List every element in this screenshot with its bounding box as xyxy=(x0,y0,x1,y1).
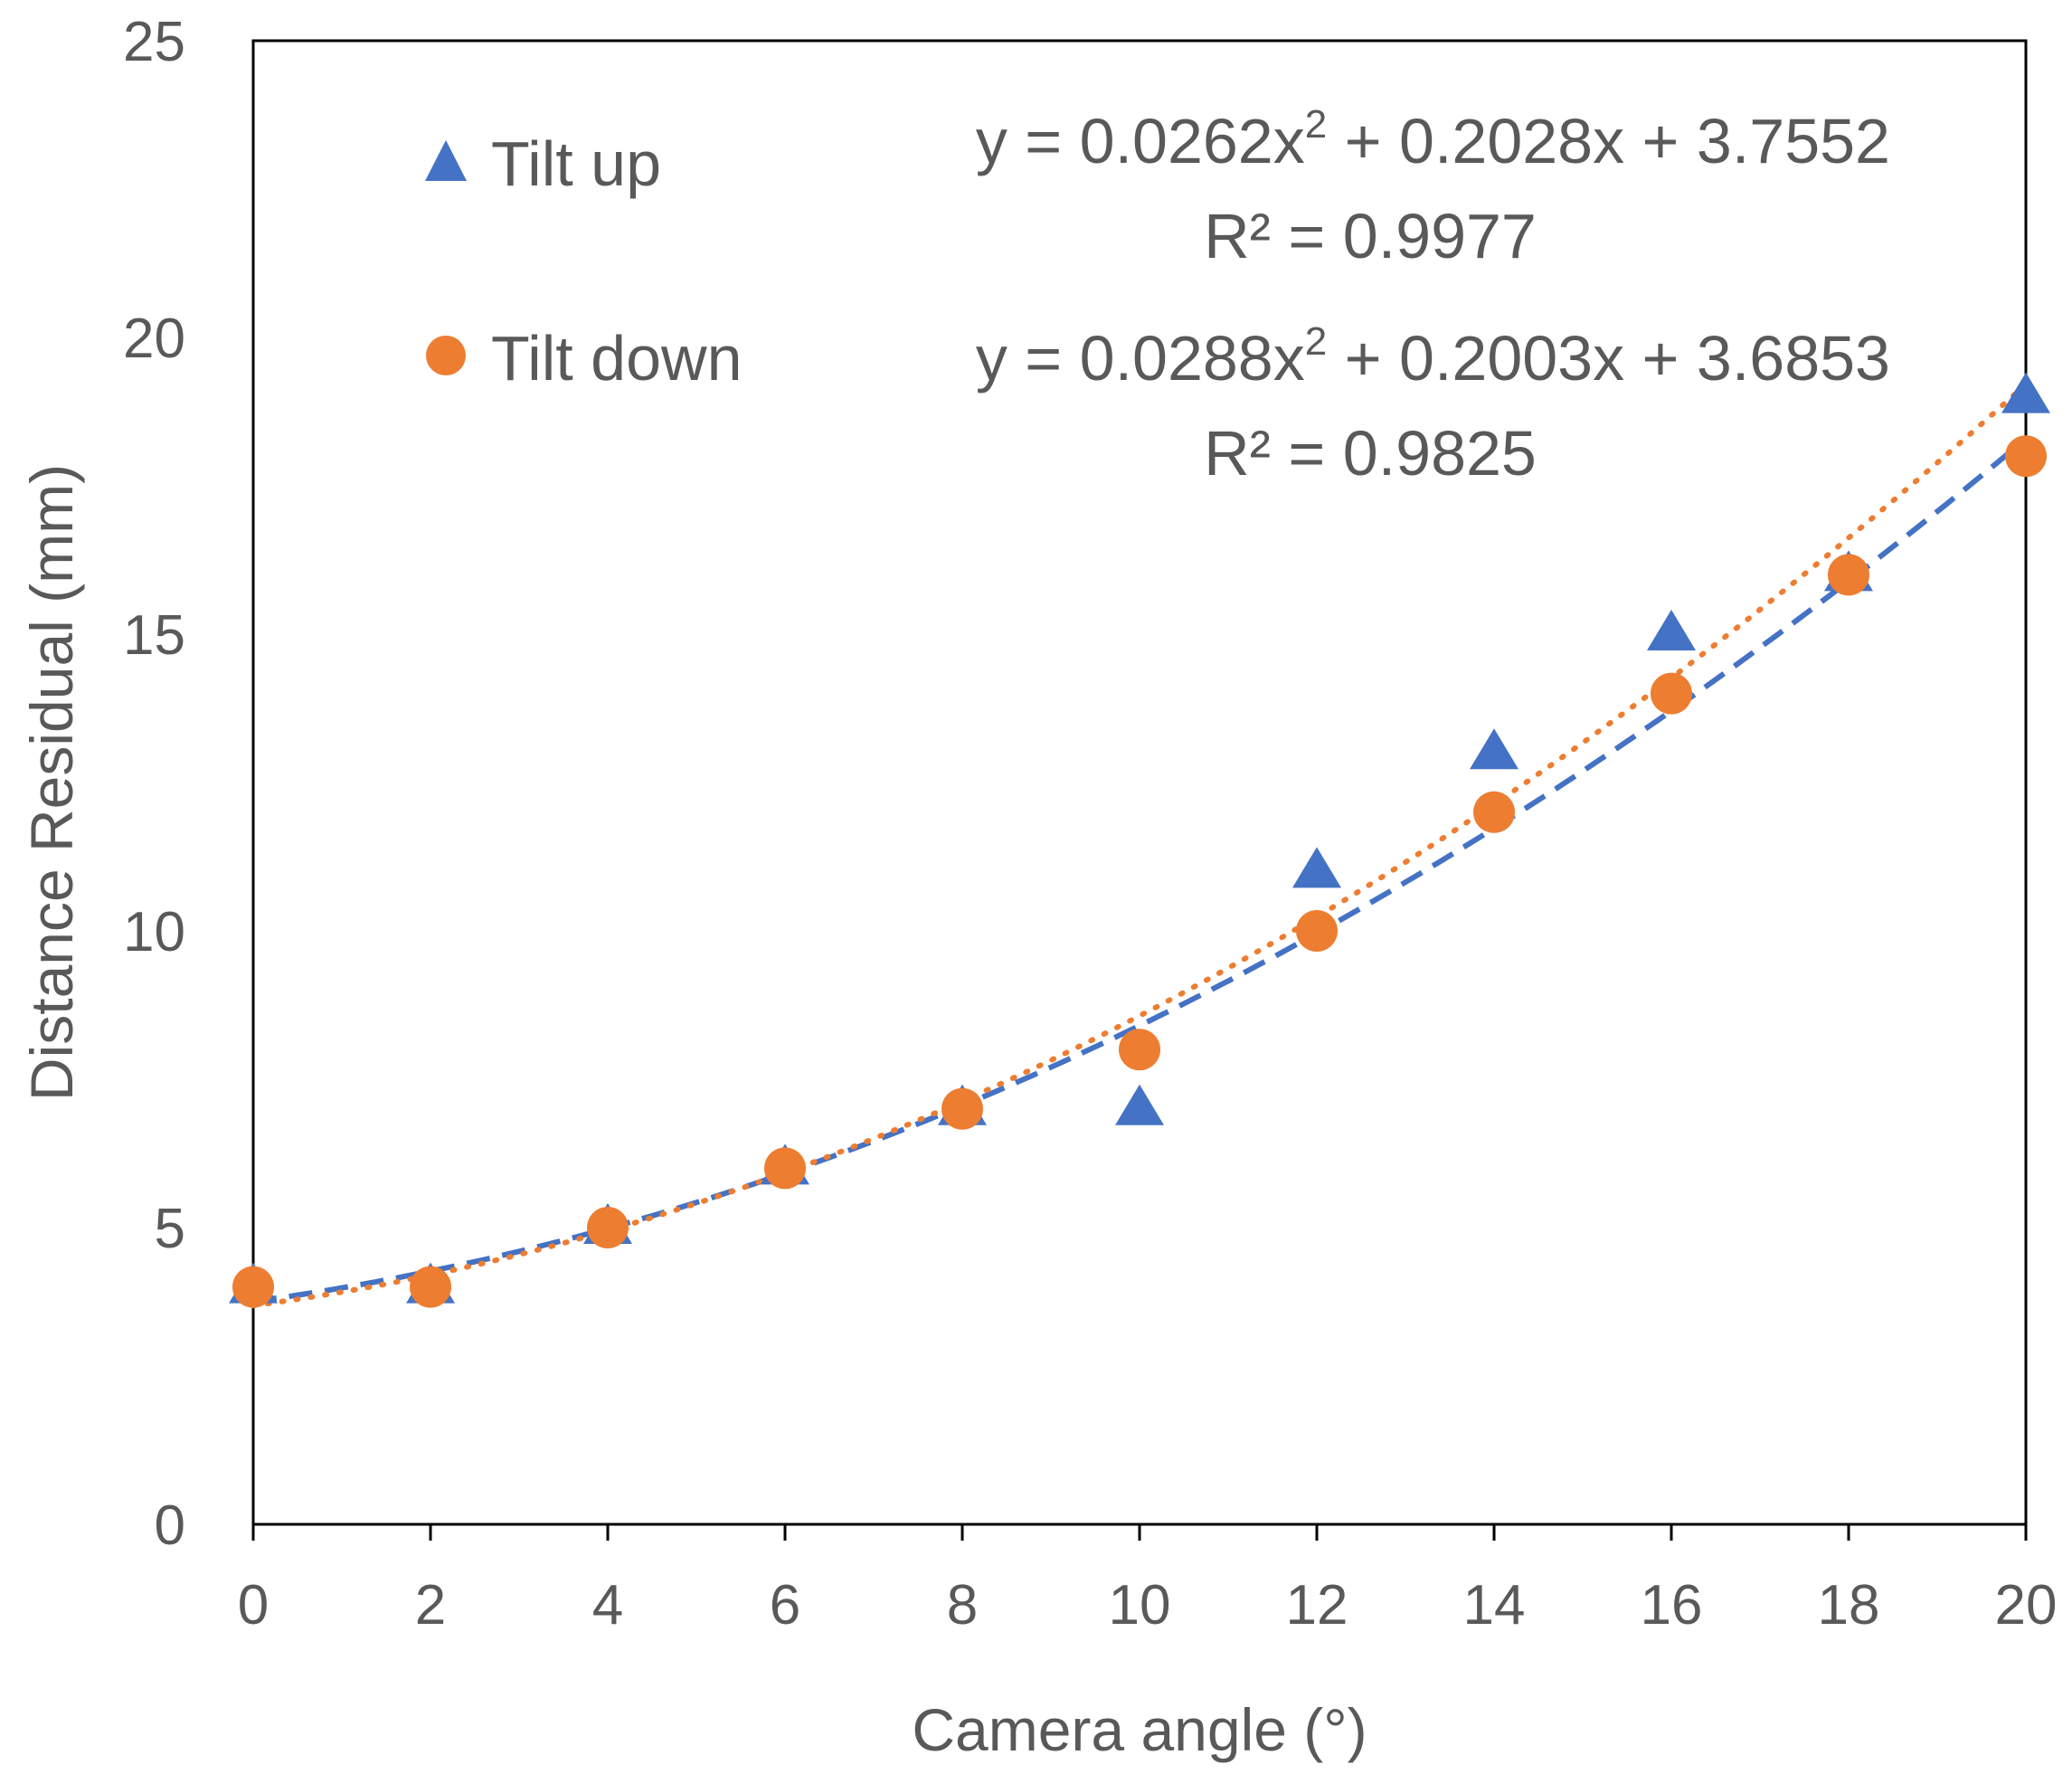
data-points xyxy=(229,372,2050,1308)
equation-tilt-up-sup: 2 xyxy=(1305,102,1327,147)
x-tick-label: 18 xyxy=(1818,1574,1880,1636)
equation-tilt-down-rest: + 0.2003x + 3.6853 xyxy=(1327,323,1890,394)
x-tick-label: 14 xyxy=(1463,1574,1526,1636)
x-tick-label: 10 xyxy=(1109,1574,1171,1636)
data-point-tilt-up xyxy=(1470,728,1519,770)
data-point-tilt-down xyxy=(1651,672,1692,715)
data-point-tilt-up xyxy=(1647,610,1696,650)
x-axis-title: Camera angle (°) xyxy=(912,1696,1367,1763)
data-point-tilt-down xyxy=(410,1266,451,1308)
equation-tilt-up: y = 0.0262x2 + 0.2028x + 3.7552 xyxy=(976,102,1890,176)
x-tick-label: 16 xyxy=(1641,1574,1703,1636)
data-point-tilt-up xyxy=(1115,1084,1164,1125)
data-point-tilt-down xyxy=(232,1266,274,1308)
r2-tilt-up: R² = 0.9977 xyxy=(1204,201,1537,271)
y-tick-label: 15 xyxy=(123,604,185,667)
legend-marker-tilt-down xyxy=(426,336,466,375)
data-point-tilt-up xyxy=(1292,847,1341,888)
data-point-tilt-down xyxy=(2005,435,2047,478)
legend: Tilt up Tilt down xyxy=(425,128,743,394)
data-point-tilt-down xyxy=(764,1147,806,1190)
x-axis-ticks: 0 2 4 6 8 10 12 14 16 18 20 xyxy=(238,1524,2058,1636)
data-point-tilt-down xyxy=(941,1087,983,1130)
trendline-equations: y = 0.0262x2 + 0.2028x + 3.7552 R² = 0.9… xyxy=(976,102,1890,489)
data-point-tilt-down xyxy=(587,1207,629,1248)
y-axis-ticks: 0 5 10 15 20 25 xyxy=(123,11,185,1557)
x-tick-label: 6 xyxy=(770,1574,800,1636)
y-tick-label: 20 xyxy=(123,308,185,370)
x-tick-label: 8 xyxy=(947,1574,978,1636)
equation-tilt-up-rest: + 0.2028x + 3.7552 xyxy=(1327,106,1890,176)
data-point-tilt-down xyxy=(1828,554,1869,596)
data-point-tilt-down xyxy=(1296,910,1338,952)
data-point-tilt-down xyxy=(1119,1029,1160,1071)
equation-tilt-down-sup: 2 xyxy=(1305,319,1327,364)
trendline-tilt-down xyxy=(251,381,2029,1309)
trendline-tilt-up xyxy=(252,436,2028,1304)
equation-tilt-down: y = 0.0288x2 + 0.2003x + 3.6853 xyxy=(976,319,1890,394)
y-tick-label: 0 xyxy=(155,1494,185,1557)
legend-label-tilt-up: Tilt up xyxy=(491,128,661,199)
trendlines xyxy=(251,381,2029,1309)
y-tick-label: 5 xyxy=(155,1198,185,1260)
y-axis-title: Distance Residual (mm) xyxy=(18,464,85,1101)
plot-frame xyxy=(251,39,2028,1526)
x-tick-label: 4 xyxy=(592,1574,623,1636)
legend-label-tilt-down: Tilt down xyxy=(491,323,743,394)
x-tick-label: 12 xyxy=(1286,1574,1348,1636)
x-tick-label: 20 xyxy=(1995,1574,2058,1636)
r2-tilt-down: R² = 0.9825 xyxy=(1204,418,1537,489)
legend-marker-tilt-up xyxy=(425,140,467,181)
x-tick-label: 2 xyxy=(415,1574,446,1636)
data-point-tilt-down xyxy=(1473,791,1515,833)
equation-tilt-down-main: y = 0.0288x xyxy=(976,323,1305,394)
equation-tilt-up-main: y = 0.0262x xyxy=(976,106,1305,176)
plot-area xyxy=(251,39,2028,1526)
y-tick-label: 10 xyxy=(123,901,185,963)
x-tick-label: 0 xyxy=(238,1574,269,1636)
data-point-tilt-up xyxy=(2001,372,2050,413)
y-tick-label: 25 xyxy=(123,11,185,73)
